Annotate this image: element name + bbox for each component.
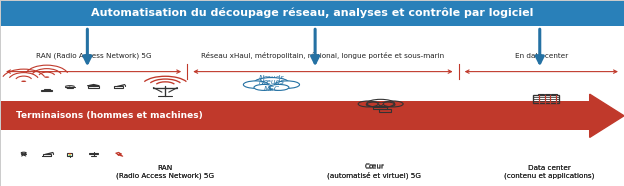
Circle shape xyxy=(243,81,268,88)
Text: RAN (Radio Access Network) 5G: RAN (Radio Access Network) 5G xyxy=(36,52,152,59)
Bar xyxy=(44,89,50,90)
Text: Data center
(contenu et applications): Data center (contenu et applications) xyxy=(504,165,594,179)
Circle shape xyxy=(21,81,26,82)
Text: Réseau xHaul, métropolitain, régional, longue portée et sous-marin: Réseau xHaul, métropolitain, régional, l… xyxy=(202,52,444,59)
Bar xyxy=(545,94,550,95)
Bar xyxy=(67,153,72,156)
Circle shape xyxy=(269,84,289,90)
Text: Cœur
(automatisé et virtuel) 5G: Cœur (automatisé et virtuel) 5G xyxy=(328,164,421,179)
FancyArrow shape xyxy=(590,94,624,137)
Bar xyxy=(42,156,52,157)
Bar xyxy=(42,154,51,156)
Circle shape xyxy=(49,91,51,92)
Bar xyxy=(88,86,99,88)
Bar xyxy=(114,86,123,88)
Bar xyxy=(373,106,387,109)
Text: En data center: En data center xyxy=(515,53,568,59)
Text: RAN
(Radio Access Network) 5G: RAN (Radio Access Network) 5G xyxy=(116,165,215,179)
Bar xyxy=(89,85,91,86)
Bar xyxy=(0,101,590,130)
Text: Nœuds
MEC: Nœuds MEC xyxy=(258,75,285,88)
Bar xyxy=(538,94,544,95)
Circle shape xyxy=(69,154,71,155)
Bar xyxy=(41,90,52,91)
Text: Data center
(contenu et applications): Data center (contenu et applications) xyxy=(504,165,594,179)
Circle shape xyxy=(44,76,49,78)
Circle shape xyxy=(69,155,71,156)
Circle shape xyxy=(69,153,71,154)
Bar xyxy=(532,95,560,103)
Text: Cœur
(automatisé et virtuel) 5G: Cœur (automatisé et virtuel) 5G xyxy=(328,163,421,179)
Bar xyxy=(379,109,391,112)
Circle shape xyxy=(254,78,289,88)
Circle shape xyxy=(254,84,274,90)
Text: Nœuds
MEC: Nœuds MEC xyxy=(258,79,285,92)
Text: Terminaisons (hommes et machines): Terminaisons (hommes et machines) xyxy=(16,111,202,120)
Text: RAN
(Radio Access Network) 5G: RAN (Radio Access Network) 5G xyxy=(116,165,215,179)
Bar xyxy=(552,94,557,95)
Circle shape xyxy=(42,91,45,92)
Bar xyxy=(114,88,124,89)
Bar xyxy=(93,85,95,86)
Circle shape xyxy=(275,81,300,88)
Bar xyxy=(0,0,624,26)
Text: Automatisation du découpage réseau, analyses et contrôle par logiciel: Automatisation du découpage réseau, anal… xyxy=(91,8,533,18)
